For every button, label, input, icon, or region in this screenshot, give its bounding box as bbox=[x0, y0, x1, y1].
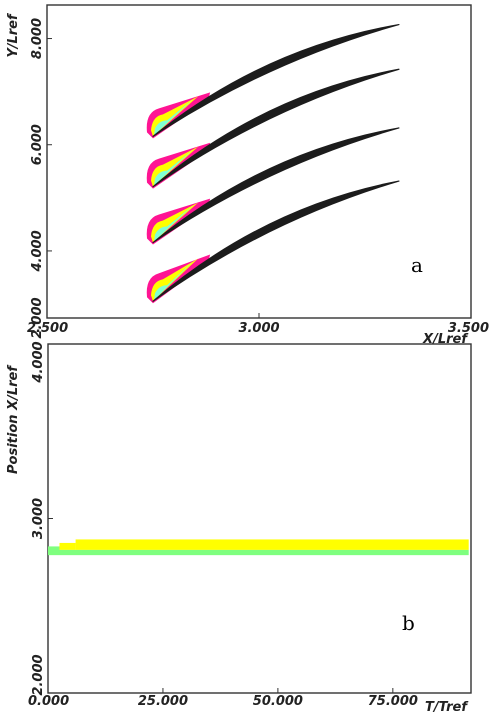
panel-a: 2.500 3.000 3.500 2.000 4.000 6.000 8.000 X/L… bbox=[6, 4, 489, 347]
blade bbox=[152, 68, 400, 188]
panel-b-x-tick-label: 0.000 bbox=[28, 694, 69, 709]
panel-a-y-tick-label: 6.000 bbox=[30, 124, 45, 165]
panel-a-y-tick-label: 2.000 bbox=[30, 297, 45, 338]
panel-b-x-tick-label: 75.000 bbox=[368, 694, 418, 709]
blade-row bbox=[146, 68, 400, 189]
blade-row bbox=[146, 180, 400, 304]
panel-b-y-tick-label: 3.000 bbox=[31, 498, 46, 539]
panel-b-x-axis-label: T/Tref bbox=[425, 700, 469, 713]
panel-b: 0.000 25.000 50.000 75.000 2.0003.0004.000 … bbox=[6, 341, 472, 713]
blade-row bbox=[146, 23, 400, 139]
panel-b-letter: b bbox=[402, 611, 415, 635]
band-yellow bbox=[59, 542, 76, 550]
panel-a-x-tick-label: 3.000 bbox=[238, 321, 279, 336]
panel-b-x-tick-label: 50.000 bbox=[253, 694, 303, 709]
panel-a-y-tick-label: 8.000 bbox=[30, 18, 45, 59]
panel-a-x-tick-label: 2.500 bbox=[27, 321, 68, 336]
panel-a-y-axis-label: Y/Lref bbox=[6, 12, 21, 58]
band-green bbox=[59, 549, 469, 556]
shock-band-inner bbox=[154, 260, 195, 301]
panel-b-y-ticks: 2.000 3.000 4.000 bbox=[31, 341, 53, 696]
blade bbox=[152, 127, 400, 244]
panel-b-plot-area bbox=[48, 539, 469, 556]
panel-b-y-tick-label: 2.000 bbox=[31, 654, 46, 695]
panel-a-x-tick-label: 3.500 bbox=[448, 321, 489, 336]
panel-a-frame bbox=[46, 4, 472, 319]
band-green bbox=[48, 546, 60, 556]
blade bbox=[152, 23, 400, 137]
panel-b-y-tick-label: 4.000 bbox=[31, 341, 46, 383]
panel-b-x-ticks: 0.000 25.000 50.000 75.000 bbox=[28, 688, 418, 709]
shock-band-inner bbox=[154, 204, 195, 242]
panel-a-y-ticks: 2.000 4.000 6.000 8.000 bbox=[30, 18, 52, 339]
panel-a-letter: a bbox=[411, 253, 423, 277]
shock-band-inner bbox=[154, 148, 195, 186]
panel-b-x-tick-label: 25.000 bbox=[138, 694, 188, 709]
shock-band-inner bbox=[154, 98, 195, 136]
panel-a-y-tick-label: 4.000 bbox=[30, 230, 45, 272]
band-yellow bbox=[75, 539, 469, 550]
panel-b-y-axis-label: Position X/Lref bbox=[6, 364, 21, 474]
blade-row bbox=[146, 127, 400, 245]
blade bbox=[152, 180, 400, 302]
panel-a-plot-area bbox=[146, 23, 400, 304]
panel-a-x-ticks: 2.500 3.000 3.500 bbox=[27, 313, 489, 336]
panel-a-x-axis-label: X/Lref bbox=[422, 332, 469, 347]
panel-b-frame bbox=[47, 343, 472, 694]
